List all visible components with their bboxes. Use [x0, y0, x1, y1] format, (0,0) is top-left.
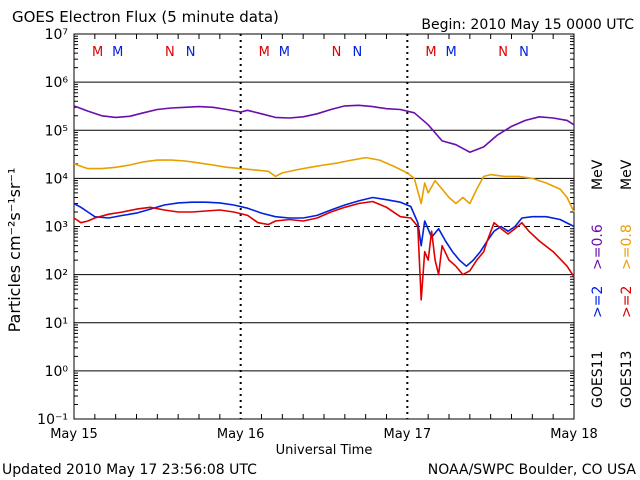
source-credit: NOAA/SWPC Boulder, CO USA	[428, 462, 637, 478]
marker-label: M	[445, 45, 456, 60]
y-axis-ticks: 10⁻¹ 10⁰ 10¹ 10² 10³ 10⁴ 10⁵ 10⁶ 10⁷	[37, 27, 574, 428]
begin-label: Begin: 2010 May 15 0000 UTC	[421, 17, 634, 33]
legend-goes11-ge06: >=0.6	[590, 224, 606, 270]
legend: GOES11 >=2 >=0.6 MeV GOES13 >=2 >=0.8 Me…	[590, 159, 635, 408]
series-lines	[73, 104, 575, 301]
legend-goes13-ge08: >=0.8	[619, 224, 635, 270]
y-axis-label: Particles cm⁻²s⁻¹sr⁻¹	[5, 168, 24, 333]
y-tick-label: 10¹	[45, 316, 68, 332]
y-tick-label: 10³	[45, 220, 68, 236]
marker-label: N	[498, 45, 508, 60]
marker-label: N	[186, 45, 196, 60]
series-line	[73, 104, 575, 153]
y-tick-label: 10²	[45, 268, 68, 284]
x-tick-label: May 17	[384, 427, 432, 442]
marker-label: N	[165, 45, 175, 60]
series-line	[73, 200, 575, 301]
updated-timestamp: Updated 2010 May 17 23:56:08 UTC	[2, 462, 257, 478]
marker-label: M	[279, 45, 290, 60]
series-line	[73, 196, 575, 267]
y-tick-label: 10⁷	[45, 27, 68, 43]
y-tick-label: 10⁻¹	[37, 412, 68, 428]
marker-label: M	[112, 45, 123, 60]
marker-label: M	[259, 45, 270, 60]
x-tick-label: May 18	[550, 427, 598, 442]
legend-goes11-unit: MeV	[590, 159, 606, 190]
y-tick-label: 10⁶	[45, 75, 69, 91]
legend-goes13: GOES13	[619, 351, 635, 408]
x-tick-label: May 15	[50, 427, 98, 442]
legend-goes11-ge2: >=2	[590, 286, 606, 318]
marker-label: M	[92, 45, 103, 60]
chart-title: GOES Electron Flux (5 minute data)	[12, 8, 279, 26]
legend-goes13-unit: MeV	[619, 159, 635, 190]
marker-label: M	[425, 45, 436, 60]
legend-goes13-ge2: >=2	[619, 286, 635, 318]
marker-label: N	[352, 45, 362, 60]
series-line	[73, 156, 575, 213]
x-axis-ticks: May 15 May 16 May 17 May 18	[50, 34, 598, 442]
gridlines	[74, 34, 574, 419]
y-tick-label: 10⁰	[45, 364, 69, 380]
y-tick-label: 10⁴	[45, 171, 69, 187]
y-tick-label: 10⁵	[45, 123, 68, 139]
x-axis-label: Universal Time	[276, 443, 373, 458]
legend-goes11: GOES11	[590, 351, 606, 408]
marker-label: N	[519, 45, 529, 60]
x-tick-label: May 16	[217, 427, 265, 442]
marker-label: N	[332, 45, 342, 60]
